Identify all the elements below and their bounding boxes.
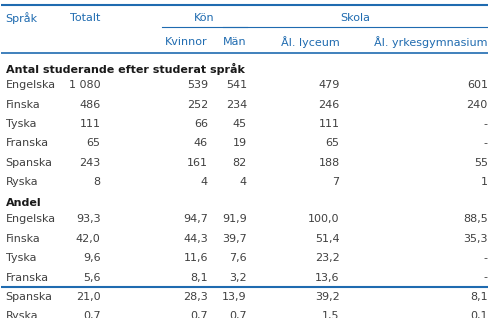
Text: 93,3: 93,3 (76, 214, 101, 225)
Text: 23,2: 23,2 (314, 253, 339, 263)
Text: 541: 541 (225, 80, 246, 90)
Text: Språk: Språk (5, 12, 38, 24)
Text: -: - (483, 119, 487, 129)
Text: 42,0: 42,0 (76, 234, 101, 244)
Text: 240: 240 (466, 100, 487, 110)
Text: Franska: Franska (5, 138, 49, 149)
Text: 246: 246 (318, 100, 339, 110)
Text: 100,0: 100,0 (307, 214, 339, 225)
Text: 7,6: 7,6 (229, 253, 246, 263)
Text: 8,1: 8,1 (190, 273, 207, 283)
Text: Kvinnor: Kvinnor (165, 37, 207, 47)
Text: 13,9: 13,9 (222, 292, 246, 302)
Text: Skola: Skola (340, 13, 369, 23)
Text: 82: 82 (232, 158, 246, 168)
Text: 4: 4 (239, 177, 246, 187)
Text: 66: 66 (194, 119, 207, 129)
Text: 5,6: 5,6 (83, 273, 101, 283)
Text: 46: 46 (193, 138, 207, 149)
Text: Kön: Kön (194, 13, 214, 23)
Text: 4: 4 (201, 177, 207, 187)
Text: 19: 19 (232, 138, 246, 149)
Text: Spanska: Spanska (5, 292, 53, 302)
Text: Ål. lyceum: Ål. lyceum (280, 36, 339, 48)
Text: 88,5: 88,5 (462, 214, 487, 225)
Text: Finska: Finska (5, 234, 40, 244)
Text: 45: 45 (232, 119, 246, 129)
Text: 39,2: 39,2 (314, 292, 339, 302)
Text: 13,6: 13,6 (314, 273, 339, 283)
Text: 252: 252 (186, 100, 207, 110)
Text: Män: Män (223, 37, 246, 47)
Text: Engelska: Engelska (5, 214, 56, 225)
Text: 479: 479 (318, 80, 339, 90)
Text: 0,7: 0,7 (83, 311, 101, 318)
Text: Ål. yrkesgymnasium: Ål. yrkesgymnasium (373, 36, 487, 48)
Text: 65: 65 (325, 138, 339, 149)
Text: 111: 111 (80, 119, 101, 129)
Text: 161: 161 (186, 158, 207, 168)
Text: Spanska: Spanska (5, 158, 53, 168)
Text: Franska: Franska (5, 273, 49, 283)
Text: Ryska: Ryska (5, 311, 38, 318)
Text: 44,3: 44,3 (183, 234, 207, 244)
Text: -: - (483, 138, 487, 149)
Text: Tyska: Tyska (5, 119, 36, 129)
Text: 28,3: 28,3 (183, 292, 207, 302)
Text: Finska: Finska (5, 100, 40, 110)
Text: 0,7: 0,7 (229, 311, 246, 318)
Text: 188: 188 (318, 158, 339, 168)
Text: 8,1: 8,1 (469, 292, 487, 302)
Text: -: - (483, 273, 487, 283)
Text: 234: 234 (225, 100, 246, 110)
Text: Totalt: Totalt (70, 13, 101, 23)
Text: 601: 601 (466, 80, 487, 90)
Text: 1: 1 (480, 177, 487, 187)
Text: 111: 111 (318, 119, 339, 129)
Text: 7: 7 (332, 177, 339, 187)
Text: 539: 539 (186, 80, 207, 90)
Text: 3,2: 3,2 (229, 273, 246, 283)
Text: 94,7: 94,7 (183, 214, 207, 225)
Text: 0,7: 0,7 (190, 311, 207, 318)
Text: 55: 55 (473, 158, 487, 168)
Text: 39,7: 39,7 (222, 234, 246, 244)
Text: 9,6: 9,6 (83, 253, 101, 263)
Text: 91,9: 91,9 (222, 214, 246, 225)
Text: 486: 486 (79, 100, 101, 110)
Text: 1,5: 1,5 (322, 311, 339, 318)
Text: 1 080: 1 080 (69, 80, 101, 90)
Text: 243: 243 (79, 158, 101, 168)
Text: Tyska: Tyska (5, 253, 36, 263)
Text: 21,0: 21,0 (76, 292, 101, 302)
Text: 0,1: 0,1 (469, 311, 487, 318)
Text: -: - (483, 253, 487, 263)
Text: Engelska: Engelska (5, 80, 56, 90)
Text: Ryska: Ryska (5, 177, 38, 187)
Text: 51,4: 51,4 (314, 234, 339, 244)
Text: 35,3: 35,3 (462, 234, 487, 244)
Text: 11,6: 11,6 (183, 253, 207, 263)
Text: 8: 8 (93, 177, 101, 187)
Text: 65: 65 (86, 138, 101, 149)
Text: Andel: Andel (5, 198, 41, 208)
Text: Antal studerande efter studerat språk: Antal studerande efter studerat språk (5, 63, 244, 75)
